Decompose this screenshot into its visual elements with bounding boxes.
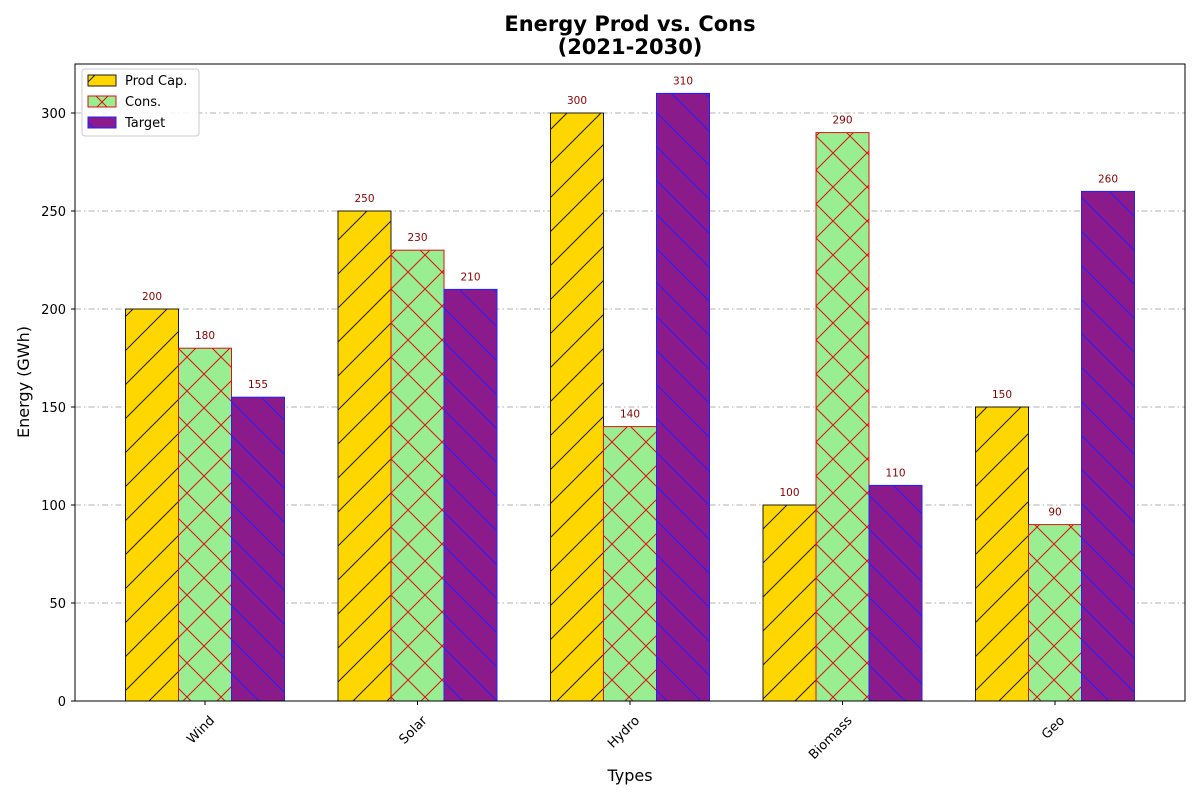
chart-title-line1: Energy Prod vs. Cons: [504, 12, 755, 36]
legend-label: Cons.: [125, 95, 161, 110]
x-tick-label: Hydro: [605, 713, 643, 751]
bar-hydro-series-1: [550, 112, 604, 702]
x-tick-label: Geo: [1039, 713, 1068, 742]
data-label: 310: [673, 75, 693, 87]
legend-swatch: [87, 74, 117, 87]
x-axis-label: Types: [606, 766, 652, 785]
bar-wind-series-2: [178, 347, 232, 702]
data-label: 200: [142, 291, 162, 303]
y-tick-label: 150: [41, 401, 66, 416]
bar-wind-series-3: [231, 396, 285, 702]
y-tick-label: 200: [41, 303, 66, 318]
data-label: 300: [567, 95, 587, 107]
bar-geo-series-2: [1028, 524, 1082, 702]
x-axis-ticks: Wind Solar Hydro Biomass Geo: [184, 701, 1068, 763]
data-label: 150: [992, 389, 1012, 401]
y-axis-label: Energy (GWh): [14, 326, 33, 438]
data-label: 260: [1098, 173, 1118, 185]
bar-biomass-series-2: [815, 132, 870, 702]
legend: Prod Cap. Cons. Target: [81, 68, 200, 137]
data-label: 180: [195, 330, 215, 342]
data-labels: 200 180 155 250 230 210 300 140 310 100 290 110 150 9…: [142, 75, 1118, 518]
bar-wind-series-1: [125, 308, 179, 702]
x-tick-label: Wind: [184, 713, 218, 747]
bar-geo-series-1: [975, 406, 1029, 702]
bar-hydro-series-2: [603, 426, 657, 702]
data-label: 110: [885, 467, 905, 479]
data-label: 140: [620, 409, 640, 421]
bar-solar-series-1: [337, 210, 392, 702]
bar-hydro-series-3: [656, 92, 710, 702]
y-tick-label: 50: [49, 597, 66, 612]
chart-title-line2: (2021-2030): [558, 35, 703, 59]
data-label: 250: [354, 193, 374, 205]
legend-label: Target: [124, 116, 165, 131]
legend-swatch: [87, 95, 117, 108]
data-label: 210: [460, 271, 480, 283]
data-label: 100: [779, 487, 799, 499]
data-label: 155: [248, 379, 268, 391]
data-label: 290: [832, 115, 852, 127]
legend-swatch: [87, 116, 117, 129]
y-tick-label: 0: [58, 695, 66, 710]
bar-biomass-series-3: [868, 484, 923, 702]
legend-label: Prod Cap.: [125, 74, 187, 89]
y-tick-label: 100: [41, 499, 66, 514]
x-tick-label: Biomass: [806, 713, 855, 762]
y-tick-label: 250: [41, 205, 66, 220]
data-label: 230: [407, 232, 427, 244]
bars: [125, 92, 1135, 702]
bar-solar-series-3: [443, 288, 498, 702]
x-tick-label: Solar: [397, 713, 431, 747]
bar-solar-series-2: [390, 249, 445, 702]
data-label: 90: [1048, 507, 1061, 519]
y-tick-label: 300: [41, 107, 66, 122]
bar-biomass-series-1: [762, 504, 817, 702]
y-axis-ticks: 0 50 100 150 200 250 300: [41, 107, 75, 710]
bar-geo-series-3: [1081, 190, 1135, 702]
